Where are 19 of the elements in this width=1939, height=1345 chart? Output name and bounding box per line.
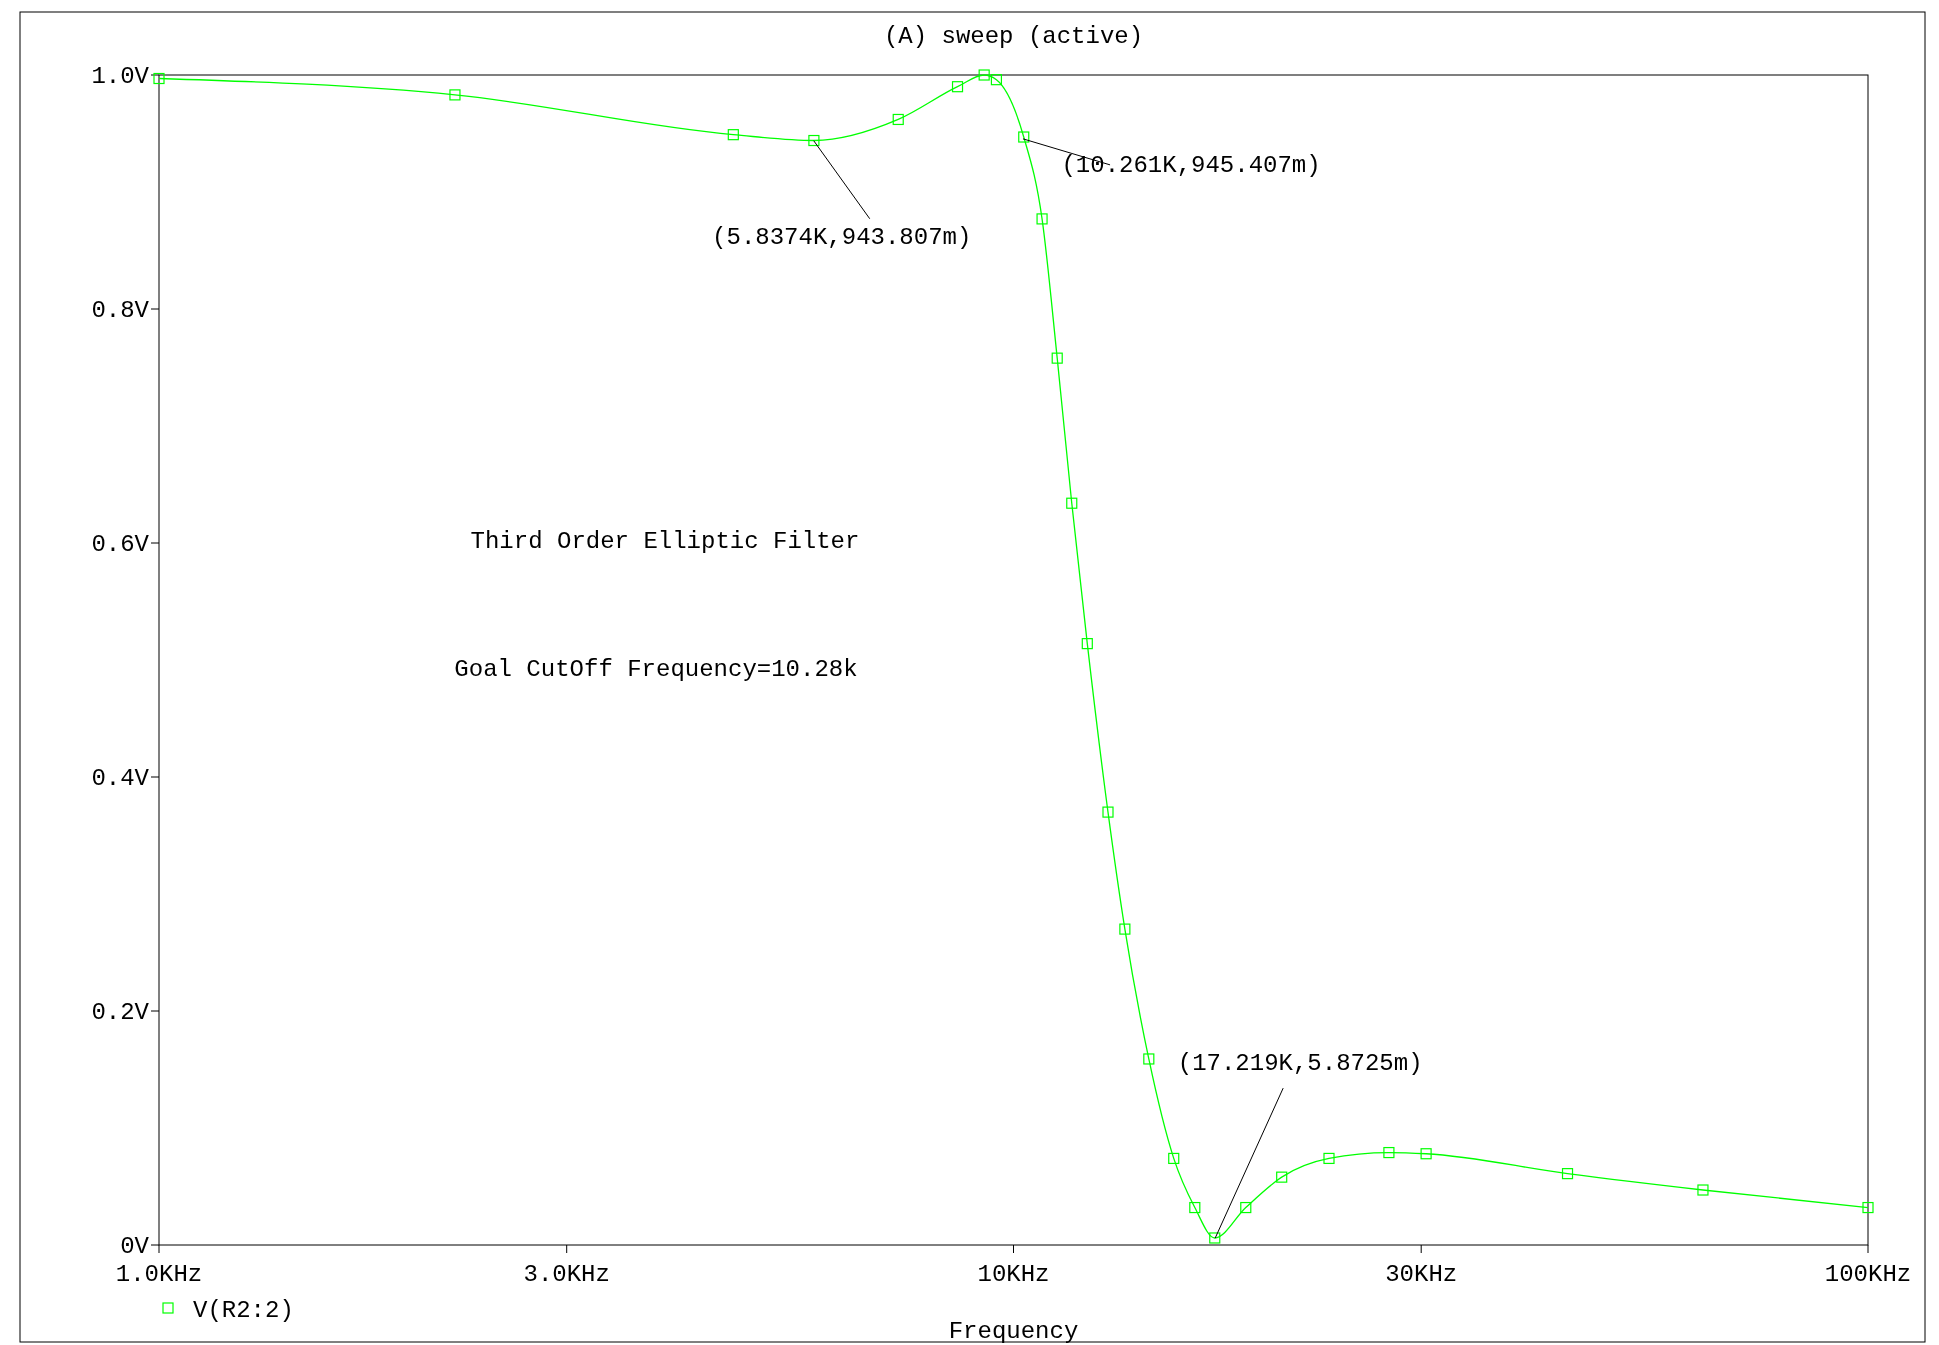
y-tick-label: 1.0V: [91, 63, 150, 90]
chart-title: (A) sweep (active): [883, 23, 1144, 50]
x-tick-label: 30KHz: [1385, 1261, 1458, 1288]
x-tick-label: 3.0KHz: [523, 1261, 610, 1288]
annotation: (5.8374K,943.807m): [712, 223, 972, 251]
y-tick-label: 0V: [120, 1233, 150, 1260]
annotation: Goal CutOff Frequency=10.28k: [454, 656, 858, 683]
x-tick-label: 100KHz: [1824, 1261, 1912, 1288]
y-tick-label: 0.2V: [91, 999, 150, 1026]
y-tick-label: 0.4V: [91, 765, 150, 792]
annotation: (17.219K,5.8725m): [1177, 1050, 1423, 1078]
annotation: Third Order Elliptic Filter: [470, 528, 860, 555]
y-tick-label: 0.6V: [91, 531, 150, 558]
x-axis-title: Frequency: [948, 1318, 1079, 1345]
annotation: (10.261K,945.407m): [1061, 151, 1321, 179]
x-tick-label: 10KHz: [977, 1261, 1050, 1288]
y-tick-label: 0.8V: [91, 297, 150, 324]
legend-label: V(R2:2): [193, 1297, 294, 1324]
x-tick-label: 1.0KHz: [115, 1261, 203, 1288]
